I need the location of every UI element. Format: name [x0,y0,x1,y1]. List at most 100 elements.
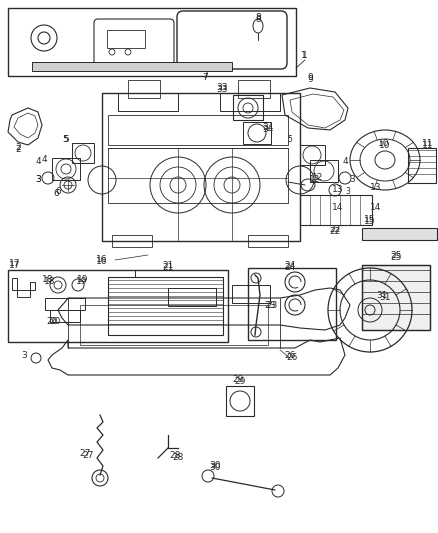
Text: 3: 3 [21,351,27,359]
Text: 14: 14 [370,204,381,213]
Text: 33: 33 [216,85,228,94]
Text: 12: 12 [309,175,321,184]
Bar [32,62,232,71]
Text: 26: 26 [286,353,298,362]
Text: 13: 13 [370,183,382,192]
Bar [362,265,430,330]
Text: 11: 11 [422,141,434,149]
Text: 28: 28 [172,454,184,463]
Bar [310,160,338,182]
Text: 7: 7 [202,71,208,80]
Bar [220,93,280,111]
Bar [243,122,271,144]
Bar [45,298,85,310]
Text: 17: 17 [9,261,21,270]
Text: 20: 20 [49,318,61,327]
Text: 31: 31 [379,293,391,302]
Bar [238,80,270,98]
Bar [80,305,268,345]
Bar [102,93,300,241]
Text: 22: 22 [329,228,341,237]
Text: 1: 1 [302,51,308,60]
Text: 16: 16 [96,257,108,266]
Text: 2: 2 [15,146,21,155]
Bar [300,195,372,225]
Text: 7: 7 [202,74,208,83]
Text: 21: 21 [162,262,174,271]
Bar [8,8,296,76]
Bar [128,80,160,98]
Bar [232,285,270,303]
Bar [248,268,336,340]
Text: 3: 3 [346,188,350,197]
Text: 3: 3 [35,175,41,184]
Text: 14: 14 [332,204,344,213]
Text: 8: 8 [255,15,261,25]
Text: 21: 21 [162,263,174,272]
Text: 16: 16 [96,255,108,264]
Text: 22: 22 [329,225,341,235]
Bar [233,95,263,120]
Bar [362,265,430,330]
Text: 9: 9 [307,74,313,83]
Text: 30: 30 [209,464,221,472]
Bar [108,115,288,145]
Text: 23: 23 [264,301,276,310]
Text: 15: 15 [364,215,376,224]
Text: 19: 19 [76,277,88,286]
Bar [108,277,223,335]
Text: 11: 11 [422,139,434,148]
Bar [107,30,145,48]
Text: 5: 5 [63,135,69,144]
Text: 3: 3 [35,175,41,184]
Text: 34: 34 [262,125,274,134]
Text: 26: 26 [284,351,296,360]
Bar [52,158,80,180]
Text: 1: 1 [301,51,307,60]
Text: 15: 15 [364,217,376,227]
Text: 5: 5 [62,135,68,144]
Bar [50,310,80,322]
Text: 24: 24 [284,262,296,271]
Text: 20: 20 [46,318,58,327]
Text: 31: 31 [376,290,388,300]
Text: 4: 4 [41,156,47,165]
Text: 25: 25 [390,252,402,261]
Text: 28: 28 [170,451,181,461]
Text: 5: 5 [288,135,293,144]
Text: 34: 34 [262,124,274,133]
Text: 30: 30 [209,462,221,471]
Text: 4: 4 [35,157,41,166]
Text: 18: 18 [42,274,54,284]
Text: 24: 24 [284,263,296,272]
Text: 19: 19 [77,274,89,284]
Text: 10: 10 [379,141,391,149]
Text: 23: 23 [266,301,278,310]
Text: 3: 3 [349,175,355,184]
Text: 9: 9 [307,76,313,85]
Text: 27: 27 [79,448,91,457]
Text: 6: 6 [55,188,61,197]
Text: 18: 18 [44,277,56,286]
Text: 17: 17 [9,259,21,268]
Text: 13: 13 [332,185,344,195]
Text: 25: 25 [390,254,402,262]
Text: 29: 29 [232,376,244,384]
Text: 10: 10 [378,139,390,148]
Text: 27: 27 [82,450,94,459]
Text: 12: 12 [312,174,324,182]
Text: 2: 2 [15,143,21,152]
Bar [168,288,216,306]
Bar [112,235,152,247]
Bar [300,145,325,165]
Bar [408,148,436,183]
Text: 6: 6 [53,190,59,198]
Bar [8,270,228,342]
Bar [248,235,288,247]
Text: 8: 8 [255,13,261,22]
Bar [362,228,437,240]
Bar [226,386,254,416]
Text: 33: 33 [216,84,228,93]
Bar [118,93,178,111]
Bar [72,143,94,163]
